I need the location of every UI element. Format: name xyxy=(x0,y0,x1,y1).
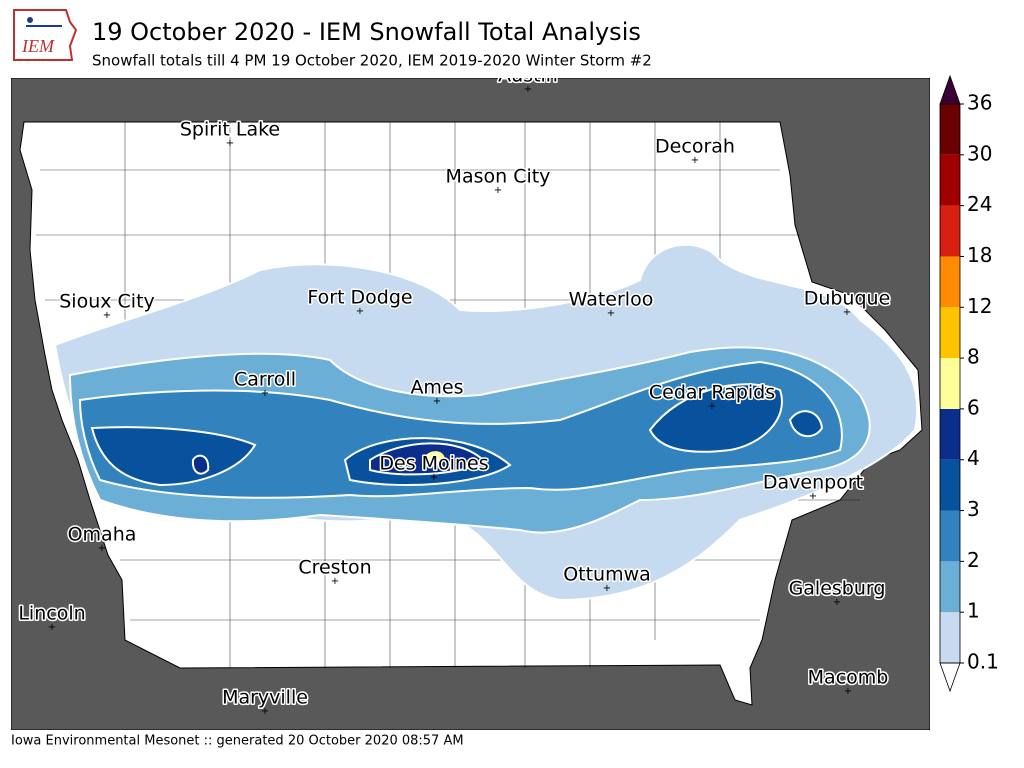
city-label: Ames xyxy=(410,377,463,399)
city-label: Sioux City xyxy=(59,291,155,313)
city-label: Mason City xyxy=(446,166,551,188)
colorbar-tick-label: 30 xyxy=(967,141,992,165)
colorbar-tick-label: 24 xyxy=(967,192,992,216)
colorbar-tick-label: 18 xyxy=(967,243,992,267)
city-marker: + xyxy=(844,686,852,697)
colorbar-segment xyxy=(940,154,960,206)
city-labels: +Austin+Spirit Lake+Decorah+Mason City+S… xyxy=(17,65,892,717)
city-marker: + xyxy=(98,543,106,554)
city-marker: + xyxy=(430,472,438,483)
city-label: Davenport xyxy=(763,472,863,494)
colorbar-tick-label: 1 xyxy=(967,599,980,623)
subtitle: Snowfall totals till 4 PM 19 October 202… xyxy=(92,52,652,70)
city-marker: + xyxy=(494,185,502,196)
city-label: Omaha xyxy=(68,524,137,546)
city-marker: + xyxy=(433,396,441,407)
logo-text: IEM xyxy=(21,36,55,56)
city-label: Austin xyxy=(498,65,558,87)
colorbar-under xyxy=(939,662,961,693)
colorbar-tick-label: 3 xyxy=(967,497,980,521)
city-marker: + xyxy=(607,308,615,319)
city-marker: + xyxy=(261,706,269,717)
city-label: Spirit Lake xyxy=(180,119,280,141)
colorbar-tick-label: 36 xyxy=(967,91,992,115)
colorbar-tick-label: 12 xyxy=(967,294,992,318)
city-marker: + xyxy=(833,597,841,608)
city-label: Decorah xyxy=(655,136,735,158)
city-label: Lincoln xyxy=(18,603,85,625)
colorbar-segment xyxy=(940,307,960,359)
logo: IEM xyxy=(13,9,78,61)
colorbar-segment xyxy=(940,612,960,663)
city-marker: + xyxy=(226,138,234,149)
city-marker: + xyxy=(809,491,817,502)
title: 19 October 2020 - IEM Snowfall Total Ana… xyxy=(92,18,641,46)
city-marker: + xyxy=(691,155,699,166)
city-label: Ottumwa xyxy=(563,564,651,586)
city-marker: + xyxy=(843,307,851,318)
city-marker: + xyxy=(708,401,716,412)
colorbar-tick-label: 8 xyxy=(967,345,980,369)
colorbar-over xyxy=(939,74,961,105)
colorbar-tick-label: 0.1 xyxy=(967,650,999,674)
colorbar-segment xyxy=(940,459,960,511)
colorbar-frame xyxy=(939,103,961,664)
city-label: Des Moines xyxy=(379,453,488,475)
colorbar-segment xyxy=(940,561,960,613)
city-label: Cedar Rapids xyxy=(649,382,775,404)
city-label: Fort Dodge xyxy=(307,287,412,309)
city-label: Carroll xyxy=(234,369,296,391)
footer: Iowa Environmental Mesonet :: generated … xyxy=(11,734,464,749)
colorbar-segment xyxy=(940,205,960,257)
city-marker: + xyxy=(356,306,364,317)
colorbar-segment xyxy=(940,408,960,460)
city-marker: + xyxy=(103,310,111,321)
map: +Austin+Spirit Lake+Decorah+Mason City+S… xyxy=(11,65,930,730)
colorbar-segment xyxy=(940,358,960,409)
colorbar-tick-label: 4 xyxy=(967,446,980,470)
city-marker: + xyxy=(331,576,339,587)
city-marker: + xyxy=(261,388,269,399)
colorbar-tick-label: 2 xyxy=(967,548,980,572)
city-label: Waterloo xyxy=(569,289,654,311)
colorbar-tick-label: 6 xyxy=(967,395,980,419)
city-marker: + xyxy=(48,622,56,633)
colorbar-segment xyxy=(940,256,960,308)
city-label: Dubuque xyxy=(804,288,891,310)
city-marker: + xyxy=(524,84,532,95)
city-marker: + xyxy=(603,583,611,594)
city-label: Maryville xyxy=(222,687,308,709)
city-label: Creston xyxy=(298,557,371,579)
colorbar-segment xyxy=(940,104,960,155)
colorbar-segment xyxy=(940,510,960,562)
city-label: Galesburg xyxy=(789,578,886,600)
city-label: Macomb xyxy=(808,667,889,689)
